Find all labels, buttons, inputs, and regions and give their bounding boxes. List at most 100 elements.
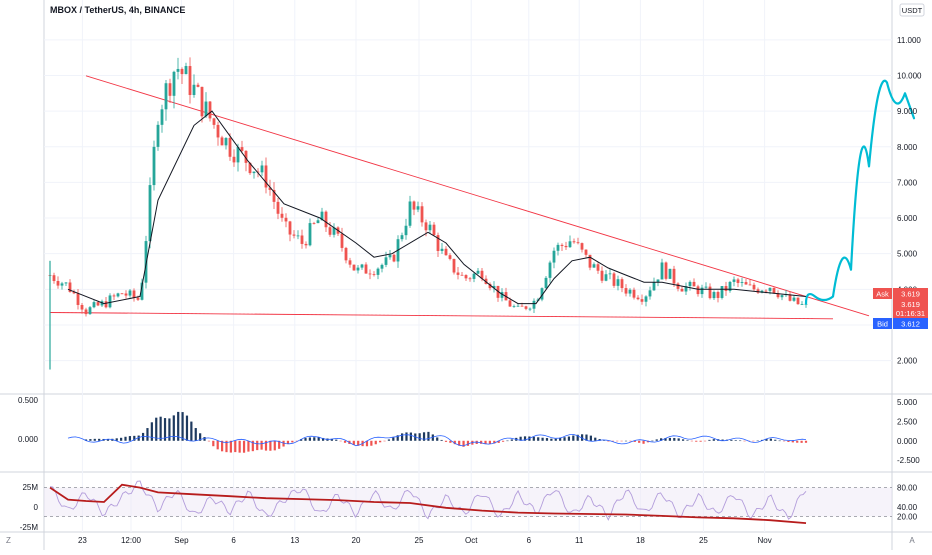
candle-body [284,217,288,222]
macd-histogram-bar [431,434,434,441]
candle-body [600,270,604,281]
macd-histogram-bar [238,440,241,453]
candle-body [552,250,556,263]
macd-histogram-bar [493,440,496,444]
stochastic-pane [44,480,892,524]
macd-histogram-bar [796,440,799,443]
macd-histogram-bar [427,431,430,441]
candle-body [192,84,196,95]
macd-histogram-bar [300,439,303,441]
stoch-band-fill [44,487,892,517]
candle-body [260,165,264,173]
macd-histogram-bar [458,440,461,446]
candle-body [720,286,724,298]
ask-value: 3.619 [901,290,920,299]
macd-histogram-bar [480,440,483,444]
candle-body [232,156,236,163]
candle-body [768,287,772,291]
macd-histogram-bar [203,437,206,441]
currency-badge[interactable]: USDT [899,3,925,17]
candle-body [620,279,624,289]
macd-histogram-bar [339,440,342,442]
candle-body [416,206,420,210]
candle-body [344,247,348,261]
candle-body [736,279,740,283]
candle-body [324,211,328,228]
candle-body [280,213,284,218]
macd-histogram-bar [523,436,527,441]
macd-histogram-bar [545,438,549,441]
candle-body [272,189,276,202]
candle-body [528,308,532,310]
candle-body [756,289,760,293]
macd-histogram-bar [572,435,575,441]
candle-body [64,282,68,284]
candle-body [712,292,716,299]
macd-histogram-bar [278,440,281,449]
candle-body [644,296,648,302]
candle-body [596,264,600,271]
candle-body [140,282,144,300]
candle-body [412,201,416,210]
candle-body [480,270,484,279]
candle-body [548,262,552,278]
candle-body [468,278,472,280]
last-price-value: 3.619 [901,300,920,309]
corner-label-right[interactable]: A [909,536,915,545]
candle-body [352,264,356,271]
candle-body [532,300,536,309]
projection-drawing[interactable] [804,79,916,305]
macd-histogram-bar [374,440,377,445]
candle-body [692,281,696,287]
macd-histogram-bar [541,437,544,441]
macd-histogram-bar [304,438,307,441]
candle-body [424,222,428,231]
candle-body [488,283,492,289]
macd-histogram-bar [159,416,162,441]
macd-histogram-bar [462,440,465,447]
macd-histogram-bar [247,440,250,452]
y-tick-label: 2.000 [897,357,918,366]
macd-histogram-bar [124,436,127,441]
candle-body [120,293,124,295]
candle-body [112,295,116,297]
candle-body [308,223,312,246]
x-tick-label: 20 [352,536,361,545]
candle-body [364,264,368,274]
macd-histogram-bar [559,437,562,441]
stoch-left-tick: 25M [22,483,38,492]
candle-body [656,279,660,283]
candle-body [404,225,408,236]
macd-histogram-bar [251,440,254,452]
candle-body [108,295,112,308]
macd-histogram-bar [488,440,492,444]
upper-trendline[interactable] [85,75,870,317]
candle-body [444,248,448,256]
candle-body [428,224,432,231]
macd-histogram-bar [550,438,553,441]
projection-curve[interactable] [804,79,916,305]
macd-histogram-bar [93,438,96,441]
time-axis[interactable]: 23 12:00 Sep 6 13 20 25 Oct 6 11 18 25 Nov [78,536,772,545]
candle-body [180,68,184,75]
macd-histogram-bar [370,440,373,446]
macd-histogram-bar [313,437,316,441]
corner-label-left[interactable]: Z [6,536,11,545]
y-tick-label: 11.000 [897,36,921,45]
candle-body [744,282,748,285]
candle-body [152,146,156,186]
candle-body [544,277,548,289]
macd-histogram-bar [137,435,140,441]
macd-histogram-bar [128,436,132,441]
macd-histogram-bar [365,440,369,447]
macd-right-tick: 2.500 [897,417,918,426]
candle-body [688,281,692,287]
candle-body [572,241,576,243]
candle-body [668,268,672,279]
y-tick-label: 9.000 [897,107,918,116]
x-tick-label: 25 [699,536,708,545]
x-tick-label: 12:00 [121,536,142,545]
candle-body [660,262,664,280]
